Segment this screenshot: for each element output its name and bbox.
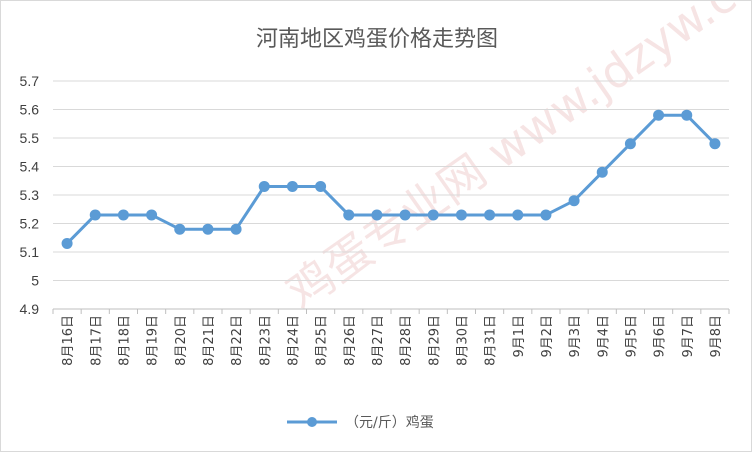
- x-tick-label: 9月5日: [624, 315, 639, 358]
- x-tick-label: 8月27日: [371, 315, 386, 366]
- x-tick-label: 8月22日: [230, 315, 245, 366]
- y-tick-label: 5.7: [20, 73, 40, 89]
- x-tick-label: 8月26日: [343, 315, 358, 366]
- legend: （元/斤）鸡蛋: [287, 414, 434, 431]
- data-point: [258, 180, 270, 192]
- data-point: [653, 109, 665, 121]
- x-tick-label: 8月16日: [61, 315, 76, 366]
- x-tick-label: 8月29日: [427, 315, 442, 366]
- y-tick-label: 5: [31, 273, 39, 289]
- x-tick-label: 9月3日: [568, 315, 583, 358]
- x-tick-label: 8月24日: [286, 315, 301, 366]
- data-point: [624, 138, 636, 150]
- x-tick-label: 9月2日: [540, 315, 555, 358]
- x-tick-label: 8月21日: [202, 315, 217, 366]
- y-tick-label: 5.6: [20, 102, 40, 118]
- y-tick-label: 5.1: [20, 244, 40, 260]
- series-egg-price: [61, 109, 721, 249]
- data-point: [427, 209, 439, 221]
- data-point: [709, 138, 721, 150]
- data-point: [371, 209, 383, 221]
- y-tick-label: 5.5: [20, 130, 40, 146]
- y-axis-ticks: 4.9 5 5.1 5.2 5.3 5.4 5.5 5.6 5.7: [20, 73, 40, 317]
- data-point: [484, 209, 496, 221]
- data-point: [681, 109, 693, 121]
- data-point: [61, 237, 73, 249]
- y-tick-label: 5.2: [20, 216, 40, 232]
- x-tick-label: 9月4日: [596, 315, 611, 358]
- y-tick-label: 5.4: [20, 159, 40, 175]
- data-point: [89, 209, 101, 221]
- x-tick-label: 9月8日: [709, 315, 724, 358]
- x-tick-label: 8月19日: [146, 315, 161, 366]
- chart-title: 河南地区鸡蛋价格走势图: [256, 27, 498, 52]
- data-point: [117, 209, 129, 221]
- data-point: [596, 166, 608, 178]
- x-tick-label: 8月17日: [89, 315, 104, 366]
- x-tick-label: 9月1日: [512, 315, 527, 358]
- x-tick-label: 8月31日: [484, 315, 499, 366]
- x-axis-ticks: 8月16日 8月17日 8月18日 8月19日 8月20日 8月21日 8月22日 8月23日…: [52, 309, 730, 366]
- data-point: [512, 209, 524, 221]
- legend-point-marker: [307, 417, 317, 427]
- data-point: [343, 209, 355, 221]
- data-point: [399, 209, 411, 221]
- data-point: [286, 180, 298, 192]
- data-point: [568, 195, 580, 207]
- data-point: [540, 209, 552, 221]
- data-point: [315, 180, 327, 192]
- x-tick-label: 8月18日: [117, 315, 132, 366]
- x-tick-label: 9月6日: [653, 315, 668, 358]
- data-point: [202, 223, 214, 235]
- data-point: [230, 223, 242, 235]
- y-tick-label: 5.3: [20, 187, 40, 203]
- data-point: [146, 209, 158, 221]
- data-point: [174, 223, 186, 235]
- x-tick-label: 8月30日: [455, 315, 470, 366]
- x-tick-label: 8月28日: [399, 315, 414, 366]
- x-tick-label: 8月20日: [174, 315, 189, 366]
- grid-lines: [53, 80, 729, 310]
- legend-label: （元/斤）鸡蛋: [345, 414, 434, 431]
- y-tick-label: 4.9: [20, 301, 40, 317]
- data-point: [455, 209, 467, 221]
- x-tick-label: 8月23日: [258, 315, 273, 366]
- x-tick-label: 9月7日: [681, 315, 696, 358]
- x-tick-label: 8月25日: [315, 315, 330, 366]
